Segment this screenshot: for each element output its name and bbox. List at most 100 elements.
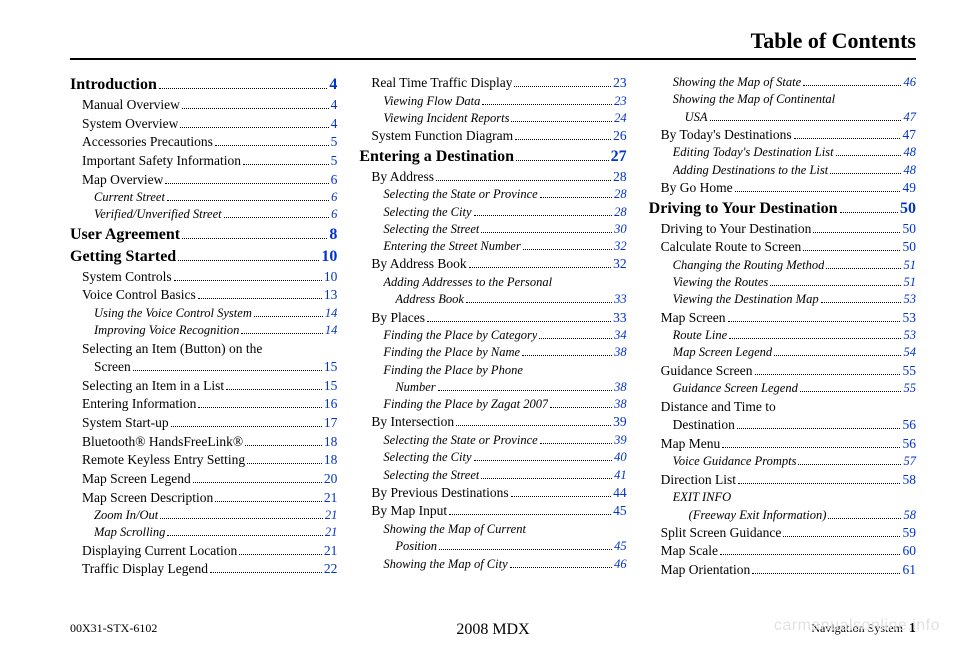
toc-page-link[interactable]: 39 bbox=[614, 432, 627, 449]
toc-label: Selecting the City bbox=[383, 449, 471, 466]
leader-dots bbox=[198, 397, 321, 409]
toc-page-link[interactable]: 6 bbox=[331, 206, 337, 223]
toc-page-link[interactable]: 16 bbox=[324, 395, 338, 414]
toc-entry-cont: Position45 bbox=[395, 538, 626, 555]
toc-page-link[interactable]: 57 bbox=[903, 453, 916, 470]
toc-page-link[interactable]: 54 bbox=[903, 344, 916, 361]
toc-page-link[interactable]: 23 bbox=[614, 93, 627, 110]
toc-page-link[interactable]: 33 bbox=[613, 309, 627, 328]
leader-dots bbox=[241, 323, 322, 334]
toc-page-link[interactable]: 50 bbox=[902, 238, 916, 257]
toc-page-link[interactable]: 48 bbox=[903, 144, 916, 161]
toc-page-link[interactable]: 51 bbox=[903, 274, 916, 291]
toc-entry: Showing the Map of City46 bbox=[383, 556, 626, 573]
toc-page-link[interactable]: 60 bbox=[902, 542, 916, 561]
toc-page-link[interactable]: 47 bbox=[902, 126, 916, 145]
toc-page-link[interactable]: 38 bbox=[614, 344, 627, 361]
toc-page-link[interactable]: 4 bbox=[331, 96, 338, 115]
toc-page-link[interactable]: 30 bbox=[614, 221, 627, 238]
toc-page-link[interactable]: 32 bbox=[613, 255, 627, 274]
toc-entry: Adding Destinations to the List48 bbox=[673, 162, 916, 179]
toc-page-link[interactable]: 15 bbox=[324, 358, 338, 377]
toc-entry: Showing the Map of State46 bbox=[673, 74, 916, 91]
toc-page-link[interactable]: 38 bbox=[614, 379, 627, 396]
toc-page-link[interactable]: 59 bbox=[902, 524, 916, 543]
toc-page-link[interactable]: 33 bbox=[614, 291, 627, 308]
toc-label: Selecting the State or Province bbox=[383, 186, 537, 203]
toc-page-link[interactable]: 26 bbox=[613, 127, 627, 146]
toc-page-link[interactable]: 21 bbox=[325, 524, 338, 541]
toc-page-link[interactable]: 55 bbox=[902, 362, 916, 381]
toc-page-link[interactable]: 18 bbox=[324, 433, 338, 452]
leader-dots bbox=[710, 110, 902, 121]
toc-page-link[interactable]: 21 bbox=[324, 542, 338, 561]
toc-page-link[interactable]: 24 bbox=[614, 110, 627, 127]
toc-page-link[interactable]: 22 bbox=[324, 560, 338, 579]
toc-page-link[interactable]: 6 bbox=[331, 171, 338, 190]
toc-page-link[interactable]: 28 bbox=[614, 204, 627, 221]
toc-page-link[interactable]: 14 bbox=[325, 305, 338, 322]
toc-page-link[interactable]: 34 bbox=[614, 327, 627, 344]
toc-label: Map Screen bbox=[661, 309, 726, 328]
leader-dots bbox=[803, 239, 900, 251]
toc-page-link[interactable]: 32 bbox=[614, 238, 627, 255]
toc-entry: Map Scale60 bbox=[661, 542, 916, 561]
toc-page-link[interactable]: 46 bbox=[903, 74, 916, 91]
toc-page-link[interactable]: 23 bbox=[613, 74, 627, 93]
toc-label: By Address Book bbox=[371, 255, 466, 274]
toc-page-link[interactable]: 46 bbox=[614, 556, 627, 573]
toc-page-link[interactable]: 20 bbox=[324, 470, 338, 489]
toc-label: Voice Guidance Prompts bbox=[673, 453, 797, 470]
toc-page-link[interactable]: 47 bbox=[903, 109, 916, 126]
toc-page-link[interactable]: 56 bbox=[902, 435, 916, 454]
toc-page-link[interactable]: 5 bbox=[331, 133, 338, 152]
toc-entry: Direction List58 bbox=[661, 471, 916, 490]
toc-page-link[interactable]: 50 bbox=[900, 198, 916, 220]
toc-entry: Finding the Place by Name38 bbox=[383, 344, 626, 361]
toc-page-link[interactable]: 58 bbox=[903, 507, 916, 524]
toc-page-link[interactable]: 61 bbox=[902, 561, 916, 580]
toc-page-link[interactable]: 21 bbox=[324, 489, 338, 508]
toc-page-link[interactable]: 38 bbox=[614, 396, 627, 413]
toc-page-link[interactable]: 15 bbox=[324, 377, 338, 396]
toc-page-link[interactable]: 14 bbox=[325, 322, 338, 339]
toc-page-link[interactable]: 44 bbox=[613, 484, 627, 503]
toc-label: Introduction bbox=[70, 74, 157, 96]
toc-page-link[interactable]: 8 bbox=[329, 224, 337, 246]
toc-page-link[interactable]: 5 bbox=[331, 152, 338, 171]
toc-label: Route Line bbox=[673, 327, 728, 344]
toc-page-link[interactable]: 49 bbox=[902, 179, 916, 198]
toc-page-link[interactable]: 41 bbox=[614, 467, 627, 484]
toc-entry: System Function Diagram26 bbox=[371, 127, 626, 146]
toc-page-link[interactable]: 58 bbox=[902, 471, 916, 490]
toc-page-link[interactable]: 50 bbox=[902, 220, 916, 239]
toc-page-link[interactable]: 51 bbox=[903, 257, 916, 274]
toc-page-link[interactable]: 17 bbox=[324, 414, 338, 433]
toc-label: Remote Keyless Entry Setting bbox=[82, 451, 245, 470]
toc-label: Editing Today's Destination List bbox=[673, 144, 834, 161]
toc-label: Finding the Place by Category bbox=[383, 327, 537, 344]
toc-page-link[interactable]: 48 bbox=[903, 162, 916, 179]
toc-page-link[interactable]: 53 bbox=[902, 309, 916, 328]
toc-page-link[interactable]: 45 bbox=[613, 502, 627, 521]
toc-label: Viewing Incident Reports bbox=[383, 110, 509, 127]
toc-page-link[interactable]: 28 bbox=[613, 168, 627, 187]
leader-dots bbox=[752, 562, 900, 574]
toc-page-link[interactable]: 13 bbox=[324, 286, 338, 305]
toc-page-link[interactable]: 56 bbox=[902, 416, 916, 435]
toc-page-link[interactable]: 53 bbox=[903, 327, 916, 344]
toc-page-link[interactable]: 18 bbox=[324, 451, 338, 470]
toc-page-link[interactable]: 10 bbox=[321, 246, 337, 268]
toc-page-link[interactable]: 55 bbox=[903, 380, 916, 397]
toc-page-link[interactable]: 39 bbox=[613, 413, 627, 432]
toc-page-link[interactable]: 21 bbox=[325, 507, 338, 524]
toc-page-link[interactable]: 27 bbox=[611, 146, 627, 168]
toc-page-link[interactable]: 4 bbox=[331, 115, 338, 134]
toc-page-link[interactable]: 28 bbox=[614, 186, 627, 203]
toc-page-link[interactable]: 40 bbox=[614, 449, 627, 466]
toc-page-link[interactable]: 6 bbox=[331, 189, 337, 206]
toc-page-link[interactable]: 45 bbox=[614, 538, 627, 555]
toc-page-link[interactable]: 10 bbox=[324, 268, 338, 287]
toc-page-link[interactable]: 53 bbox=[903, 291, 916, 308]
toc-page-link[interactable]: 4 bbox=[329, 74, 337, 96]
